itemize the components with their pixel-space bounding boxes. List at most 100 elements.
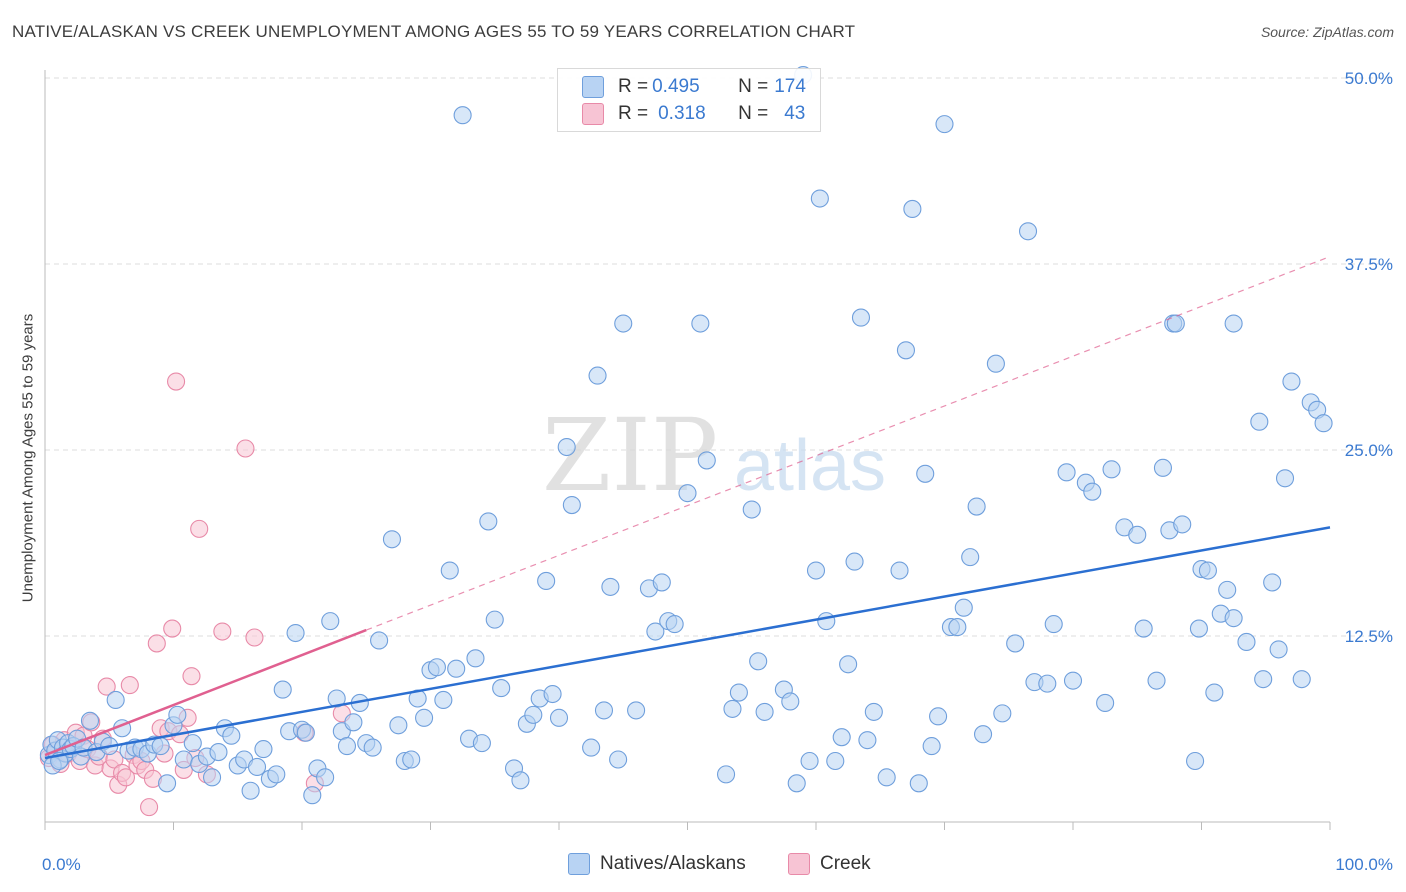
x-tick-label: 100.0% (1335, 855, 1393, 874)
natives-point (691, 314, 710, 333)
creek-point (182, 667, 201, 686)
natives-swatch (568, 853, 590, 875)
natives-point (1166, 314, 1185, 333)
legend-r-value: 0.495 (652, 76, 700, 97)
legend-r-value: 0.318 (658, 103, 706, 124)
natives-point (363, 738, 382, 757)
natives-point (1250, 412, 1269, 431)
y-tick-label: 25.0% (1345, 441, 1393, 460)
creek-point (190, 519, 209, 538)
natives-point (1038, 674, 1057, 693)
natives-point (922, 737, 941, 756)
natives-point (1018, 222, 1038, 241)
natives-point (1096, 693, 1115, 713)
natives-point (800, 751, 819, 771)
natives-point (594, 701, 614, 720)
y-tick-label: 37.5% (1345, 255, 1393, 274)
creek-point (163, 619, 182, 638)
natives-point (1147, 671, 1166, 690)
natives-point (389, 716, 408, 735)
natives-point (447, 659, 466, 678)
natives-point (948, 618, 967, 637)
natives-point (1044, 615, 1063, 634)
natives-point (582, 738, 601, 757)
bottom-legend-creek: Creek (788, 852, 871, 876)
creek-point (147, 634, 166, 653)
natives-point (1102, 460, 1121, 479)
natives-point (440, 561, 459, 580)
natives-point (1224, 609, 1243, 628)
natives-point (929, 707, 948, 726)
legend-r-label: R = (618, 103, 649, 124)
natives-point (1063, 671, 1083, 690)
natives-point (1282, 372, 1301, 391)
x-tick-label: 0.0% (42, 855, 81, 874)
creek-point (116, 768, 136, 787)
legend-row-creek: R = 0.318 N = 43 (582, 102, 805, 126)
natives-point (716, 765, 736, 784)
natives-point (427, 658, 446, 677)
axes (44, 70, 1331, 830)
natives-point (344, 713, 363, 732)
natives-point (806, 561, 826, 580)
legend-n-value: 174 (774, 76, 806, 97)
creek-point (120, 676, 139, 695)
natives-point (557, 437, 576, 457)
natives-point (961, 548, 980, 567)
natives-point (549, 708, 569, 727)
natives-point (858, 731, 877, 750)
natives-point (267, 765, 286, 784)
natives-point (254, 740, 273, 759)
natives-point (935, 115, 954, 134)
creek-point (97, 677, 116, 696)
creek-swatch (788, 853, 810, 875)
natives-point (832, 728, 851, 747)
natives-point (826, 751, 845, 771)
creek-swatch (582, 103, 604, 125)
chart-title: NATIVE/ALASKAN VS CREEK UNEMPLOYMENT AMO… (12, 22, 856, 41)
natives-point (286, 623, 305, 643)
natives-point (1173, 515, 1192, 534)
natives-point (1186, 751, 1205, 771)
natives-point (296, 723, 315, 742)
creek-trend-extension (366, 256, 1331, 631)
natives-point (241, 781, 260, 800)
creek-point (167, 372, 186, 391)
creek-point (245, 628, 264, 647)
natives-point (1292, 670, 1311, 689)
natives-point (1006, 634, 1025, 653)
creek-legend-label: Creek (820, 853, 871, 874)
natives-point (845, 552, 864, 571)
natives-point (316, 768, 335, 787)
natives-points (39, 65, 1333, 805)
creek-point (213, 622, 232, 641)
bottom-legend-natives: Natives/Alaskans (568, 852, 746, 876)
natives-point (1218, 580, 1237, 599)
natives-point (993, 704, 1012, 723)
natives-point (158, 774, 177, 793)
natives-point (755, 702, 774, 721)
watermark-atlas: atlas (734, 426, 886, 506)
creek-point (140, 798, 159, 817)
natives-point (967, 497, 986, 516)
natives-point (453, 106, 472, 125)
natives-point (1153, 458, 1172, 477)
natives-point (80, 711, 100, 730)
natives-point (678, 484, 697, 503)
y-tick-label: 50.0% (1345, 69, 1393, 88)
natives-point (273, 680, 292, 699)
natives-point (601, 577, 620, 596)
natives-point (492, 679, 511, 698)
natives-point (1189, 619, 1208, 638)
natives-point (321, 612, 340, 631)
natives-point (864, 702, 883, 721)
natives-point (810, 189, 829, 208)
natives-point (588, 366, 607, 385)
natives-point (222, 726, 241, 745)
natives-point (382, 530, 402, 549)
natives-point (183, 734, 202, 753)
natives-point (890, 561, 909, 580)
legend-n-value: 43 (784, 103, 806, 124)
natives-point (614, 314, 633, 333)
